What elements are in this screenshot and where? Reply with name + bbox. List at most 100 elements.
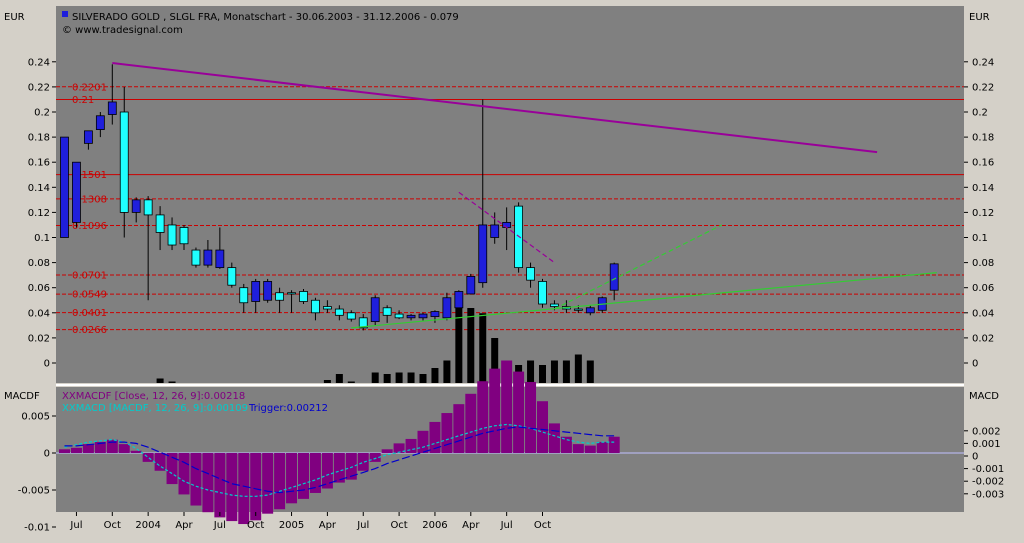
y-tick-label-left: 0.02 bbox=[28, 333, 50, 344]
y-tick-label-left: 0.22 bbox=[28, 82, 50, 93]
macd-histogram-bar bbox=[584, 445, 596, 453]
y-tick-label-left: 0.24 bbox=[28, 57, 50, 68]
y-tick-label-right: 0.22 bbox=[972, 82, 994, 93]
candle-up bbox=[72, 161, 81, 223]
y-tick-label-right: 0.06 bbox=[972, 283, 994, 294]
macd-histogram-bar bbox=[118, 444, 130, 453]
candle-down bbox=[550, 303, 559, 307]
macd-histogram-bar bbox=[154, 453, 166, 471]
macd-histogram-bar bbox=[405, 438, 417, 453]
fib-level-label: 0.1096 bbox=[72, 221, 107, 232]
trigger-label: Trigger:0.00212 bbox=[248, 403, 328, 414]
y-tick-label-left: 0.04 bbox=[28, 308, 50, 319]
y-tick-label-left: 0.16 bbox=[28, 158, 50, 169]
candle-down bbox=[191, 249, 201, 266]
candle-down bbox=[239, 287, 249, 304]
macd-histogram-bar bbox=[477, 381, 489, 453]
fib-level-label: 0.0549 bbox=[72, 290, 107, 301]
macd-histogram-bar bbox=[393, 443, 405, 453]
macd-right-label: MACD bbox=[969, 391, 999, 402]
y-tick-label-right: 0.24 bbox=[972, 57, 994, 68]
macd-histogram-bar bbox=[525, 381, 537, 453]
volume-bar bbox=[156, 378, 164, 383]
macd-histogram-bar bbox=[70, 447, 82, 453]
macd-tick-label-left: 0.005 bbox=[21, 412, 50, 423]
y-tick-label-left: 0.1 bbox=[34, 233, 50, 244]
candle-down bbox=[227, 267, 237, 286]
y-tick-label-left: 0.08 bbox=[28, 258, 50, 269]
macd-histogram-bar bbox=[94, 441, 106, 453]
candle-down bbox=[167, 224, 177, 246]
volume-bar bbox=[395, 372, 403, 383]
volume-bar bbox=[550, 360, 558, 383]
candle-up bbox=[60, 136, 69, 238]
y-tick-label-right: 0.04 bbox=[972, 308, 994, 319]
macd-histogram-bar bbox=[369, 453, 381, 462]
trendline bbox=[112, 62, 878, 154]
trigger-line bbox=[64, 426, 615, 494]
x-tick-label: Oct bbox=[247, 520, 264, 531]
macd-histogram-bar bbox=[501, 360, 513, 453]
volume-bar bbox=[562, 360, 570, 383]
y-tick-label-right: 0.18 bbox=[972, 133, 994, 144]
y-tick-label-left: 0.14 bbox=[28, 183, 50, 194]
candle-up bbox=[107, 101, 117, 115]
macd-histogram-bar bbox=[142, 453, 154, 462]
macd-histogram-bar bbox=[286, 453, 298, 504]
macd-histogram-bar bbox=[489, 368, 501, 453]
macd-histogram-bar bbox=[226, 453, 238, 522]
candle-up bbox=[585, 307, 595, 314]
candle-down bbox=[119, 111, 129, 213]
x-tick-label: Jul bbox=[213, 520, 226, 531]
x-tick-label: Oct bbox=[534, 520, 551, 531]
volume-bar bbox=[431, 368, 439, 383]
macd-histogram-bar bbox=[166, 453, 178, 485]
y-tick-label-right: 0.2 bbox=[972, 108, 988, 119]
candle-down bbox=[143, 199, 153, 216]
macd-histogram-bar bbox=[262, 453, 274, 514]
macd-histogram-bar bbox=[345, 453, 357, 480]
fib-level-label: 0.1501 bbox=[72, 170, 107, 181]
volume-bar bbox=[419, 374, 427, 383]
macd-tick-label-left: -0.01 bbox=[24, 523, 50, 534]
candle-up bbox=[84, 130, 93, 144]
candle-up bbox=[251, 281, 261, 302]
macd-signal-label: XXMACD [MACDF, 12, 26, 9]:0.00109 bbox=[62, 403, 248, 414]
volume-bar bbox=[168, 381, 176, 383]
unit-right-label: EUR bbox=[969, 12, 990, 23]
volume-bar bbox=[347, 381, 355, 383]
price-panel[interactable] bbox=[56, 6, 964, 383]
macd-histogram-bar bbox=[417, 430, 429, 453]
macd-histogram-bar bbox=[178, 453, 190, 495]
candle-up bbox=[442, 297, 452, 319]
candle-up bbox=[418, 313, 428, 319]
fib-level-label: 0.0266 bbox=[72, 325, 107, 336]
candle-up bbox=[131, 199, 141, 213]
trendline bbox=[458, 191, 555, 264]
macd-tick-label-right: 0 bbox=[972, 452, 978, 463]
candle-up bbox=[454, 291, 464, 309]
volume-bar bbox=[383, 374, 391, 383]
x-tick-label: Oct bbox=[390, 520, 407, 531]
macd-histogram-bar bbox=[381, 449, 393, 453]
macd-histogram-bar bbox=[537, 401, 548, 453]
y-tick-label-left: 0.12 bbox=[28, 208, 50, 219]
unit-left-label: EUR bbox=[4, 12, 25, 23]
chart-title: SILVERADO GOLD , SLGL FRA, Monatschart -… bbox=[72, 12, 459, 23]
volume-bar bbox=[455, 308, 463, 383]
candle-down bbox=[538, 281, 547, 305]
candle-down bbox=[394, 313, 404, 319]
macd-histogram-bar bbox=[190, 453, 202, 506]
y-tick-label-right: 0.16 bbox=[972, 158, 994, 169]
candle-down bbox=[287, 292, 296, 295]
candle-down bbox=[382, 307, 392, 316]
volume-bar bbox=[323, 380, 331, 383]
volume-bar bbox=[586, 360, 594, 383]
candle-down bbox=[155, 214, 165, 233]
candle-down bbox=[275, 292, 285, 301]
candle-up bbox=[215, 249, 225, 269]
macd-tick-label-left: -0.005 bbox=[18, 486, 50, 497]
macd-histogram-bar bbox=[214, 453, 226, 518]
y-tick-label-right: 0 bbox=[972, 359, 978, 370]
volume-bar bbox=[491, 338, 499, 383]
